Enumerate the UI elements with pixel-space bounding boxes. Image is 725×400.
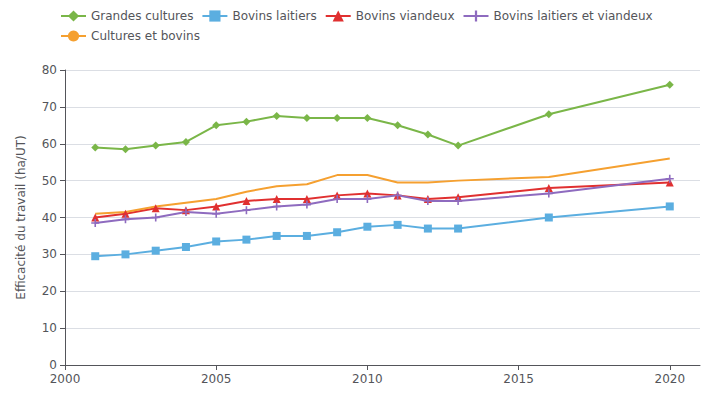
svg-text:Cultures et bovins: Cultures et bovins bbox=[91, 29, 200, 43]
svg-text:30: 30 bbox=[42, 247, 57, 261]
svg-text:2020: 2020 bbox=[654, 372, 685, 386]
svg-text:10: 10 bbox=[42, 321, 57, 335]
svg-text:Bovins viandeux: Bovins viandeux bbox=[356, 9, 455, 23]
svg-text:2010: 2010 bbox=[352, 372, 383, 386]
svg-text:Efficacité du travail (ha/UT): Efficacité du travail (ha/UT) bbox=[14, 135, 28, 299]
svg-text:40: 40 bbox=[42, 211, 57, 225]
svg-text:2000: 2000 bbox=[50, 372, 81, 386]
svg-text:0: 0 bbox=[49, 358, 57, 372]
svg-text:50: 50 bbox=[42, 174, 57, 188]
svg-text:Bovins laitiers: Bovins laitiers bbox=[232, 9, 316, 23]
svg-text:20: 20 bbox=[42, 284, 57, 298]
svg-text:70: 70 bbox=[42, 100, 57, 114]
svg-text:2015: 2015 bbox=[503, 372, 534, 386]
svg-text:80: 80 bbox=[42, 63, 57, 77]
svg-text:Grandes cultures: Grandes cultures bbox=[91, 9, 193, 23]
svg-text:60: 60 bbox=[42, 137, 57, 151]
svg-text:Bovins laitiers et viandeux: Bovins laitiers et viandeux bbox=[494, 9, 653, 23]
svg-text:2005: 2005 bbox=[201, 372, 232, 386]
